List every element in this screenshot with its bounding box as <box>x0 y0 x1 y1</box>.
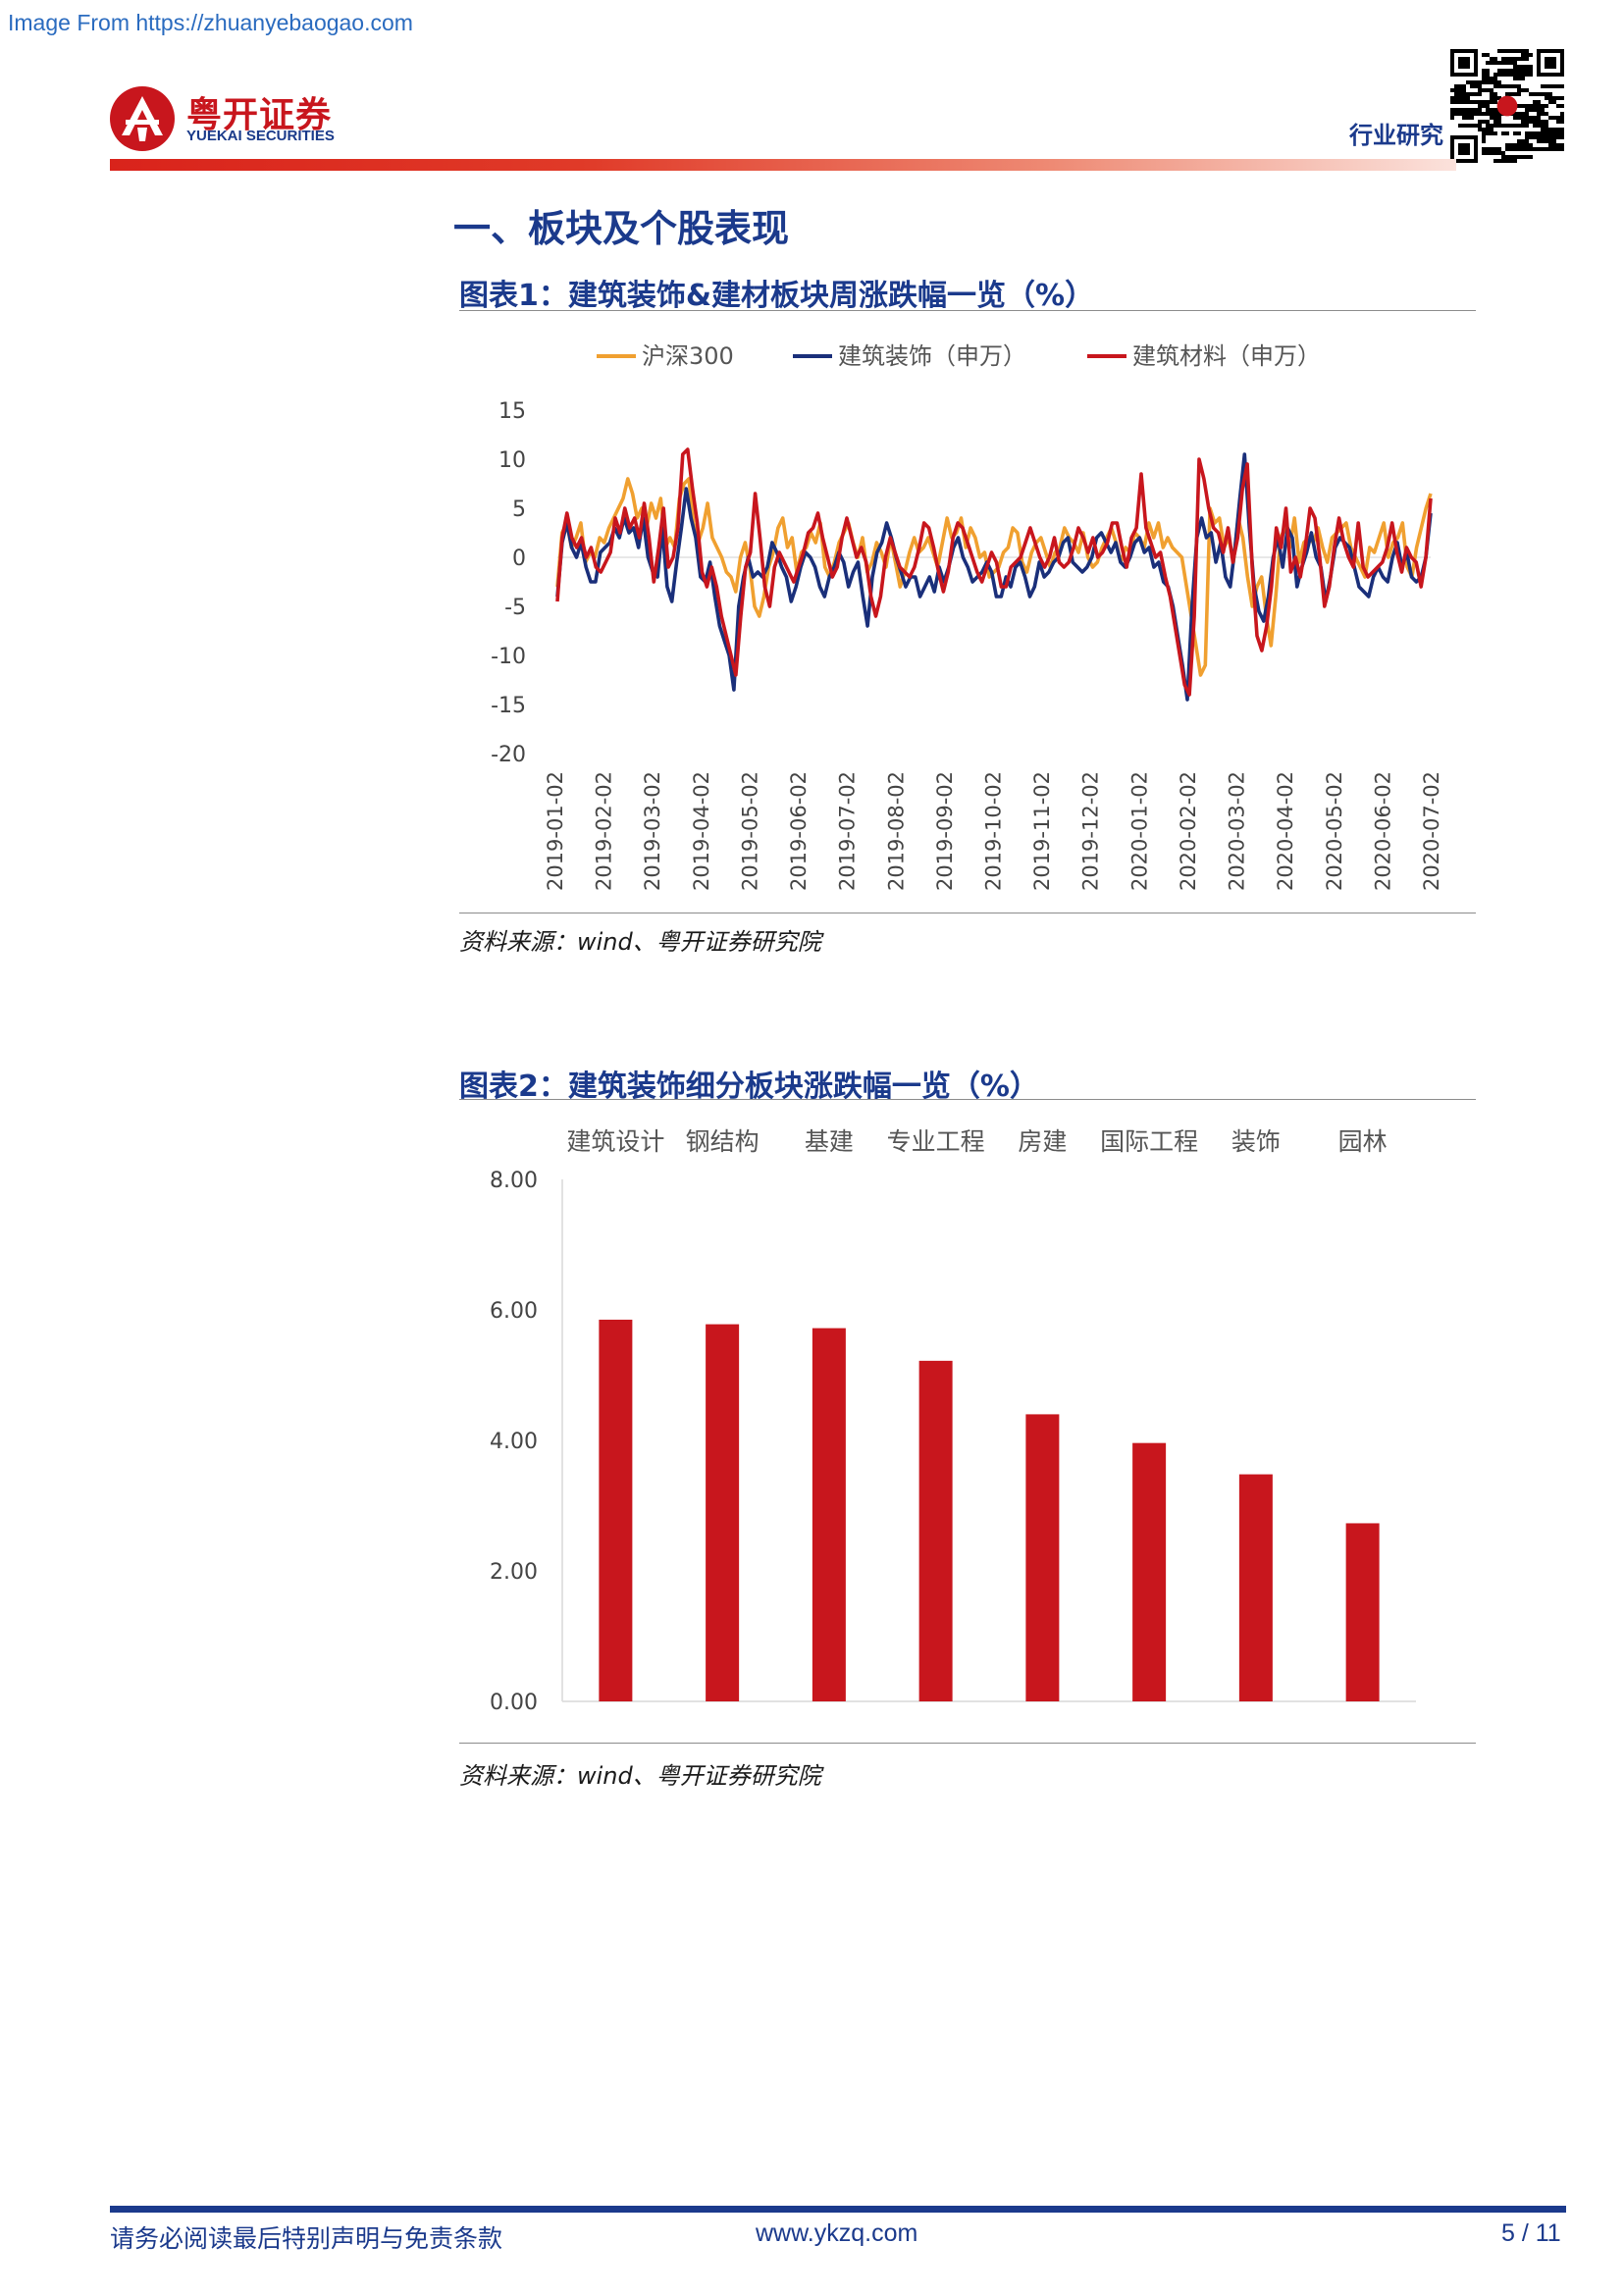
category-label: 国际工程 <box>1100 1127 1198 1156</box>
category-label: 专业工程 <box>887 1127 985 1156</box>
x-tick-label: 2019-08-02 <box>884 771 908 891</box>
bar-2 <box>812 1328 846 1701</box>
y-tick-label: 2.00 <box>490 1560 538 1585</box>
category-label: 基建 <box>805 1127 854 1156</box>
category-label: 钢结构 <box>686 1127 760 1156</box>
x-tick-label: 2020-01-02 <box>1127 771 1151 891</box>
y-tick-label: 15 <box>498 399 526 424</box>
x-tick-label: 2019-07-02 <box>836 771 860 891</box>
x-tick-label: 2020-03-02 <box>1226 771 1249 891</box>
figure2-title: 图表2：建筑装饰细分板块涨跌幅一览（%） <box>459 1070 1039 1104</box>
y-tick-label: 4.00 <box>490 1430 538 1454</box>
y-tick-label: 0 <box>512 547 526 571</box>
y-tick-label: -5 <box>504 596 526 620</box>
logo-chinese-name: 粤开证券 <box>186 95 333 135</box>
figure2-top-rule <box>459 1099 1476 1100</box>
figure1-title: 图表1：建筑装饰&建材板块周涨跌幅一览（%） <box>459 279 1095 313</box>
footer-disclaimer: 请务必阅读最后特别声明与免责条款 <box>110 2224 503 2253</box>
x-tick-label: 2020-06-02 <box>1371 771 1394 891</box>
bar-0 <box>599 1319 633 1701</box>
x-tick-label: 2019-11-02 <box>1030 771 1054 891</box>
category-label: 房建 <box>1018 1127 1067 1156</box>
figure1-line-chart: 沪深300 建筑装饰（申万） 建筑材料（申万） 15 10 5 0 -5 -10 -15 -20 20… <box>491 342 1443 891</box>
bar-7 <box>1345 1523 1380 1701</box>
bar-3 <box>918 1360 953 1701</box>
bar-5 <box>1132 1442 1167 1701</box>
yuekai-logo-icon <box>110 86 175 151</box>
figure1-source: 资料来源：wind、粤开证券研究院 <box>459 928 821 956</box>
x-tick-label: 2019-04-02 <box>690 771 713 891</box>
y-tick-label: 0.00 <box>490 1691 538 1715</box>
x-tick-label: 2020-05-02 <box>1323 771 1346 891</box>
x-tick-label: 2019-12-02 <box>1079 771 1103 891</box>
x-tick-label: 2019-06-02 <box>787 771 811 891</box>
y-tick-label: -15 <box>491 694 526 718</box>
y-tick-label: -20 <box>491 743 526 767</box>
section-title: 一、板块及个股表现 <box>453 207 790 250</box>
legend-label-2: 建筑材料（申万） <box>1132 342 1321 370</box>
x-tick-label: 2020-07-02 <box>1420 771 1443 891</box>
page-number: 5 / 11 <box>1501 2219 1561 2247</box>
x-tick-label: 2020-02-02 <box>1177 771 1200 891</box>
x-tick-label: 2019-01-02 <box>544 771 567 891</box>
header-gradient-bar <box>110 159 1456 171</box>
logo-english-name: YUEKAI SECURITIES <box>186 128 335 144</box>
x-tick-label: 2019-10-02 <box>982 771 1006 891</box>
x-tick-label: 2020-04-02 <box>1274 771 1297 891</box>
x-tick-label: 2019-02-02 <box>593 771 616 891</box>
category-label: 园林 <box>1338 1127 1388 1156</box>
x-tick-label: 2019-05-02 <box>738 771 761 891</box>
report-category-label: 行业研究 <box>1349 122 1443 149</box>
category-label: 装饰 <box>1231 1127 1281 1156</box>
series-line-2 <box>555 447 1433 697</box>
footer-website-link[interactable]: www.ykzq.com <box>756 2219 918 2247</box>
y-tick-label: 10 <box>498 448 526 473</box>
watermark-text: Image From https://zhuanyebaogao.com <box>8 10 413 35</box>
y-tick-label: -10 <box>491 645 526 669</box>
figure1-top-rule <box>459 310 1476 311</box>
bar-6 <box>1238 1474 1273 1701</box>
x-tick-label: 2019-03-02 <box>641 771 664 891</box>
legend-label-0: 沪深300 <box>642 342 734 370</box>
y-tick-label: 6.00 <box>490 1299 538 1324</box>
y-tick-label: 5 <box>512 497 526 522</box>
qr-code-icon <box>1450 49 1564 163</box>
footer-bar <box>110 2206 1566 2213</box>
bar-1 <box>706 1324 740 1701</box>
legend-label-1: 建筑装饰（申万） <box>838 342 1026 370</box>
figure2-bar-chart: 8.00 6.00 4.00 2.00 0.00 建筑设计 钢结构 基建 专业工程 房建 国际工程 装… <box>490 1127 1416 1715</box>
y-tick-label: 8.00 <box>490 1169 538 1193</box>
figure2-bottom-rule <box>459 1743 1476 1744</box>
bar-4 <box>1025 1414 1060 1701</box>
x-tick-label: 2019-09-02 <box>933 771 957 891</box>
category-label: 建筑设计 <box>566 1127 664 1156</box>
figure2-source: 资料来源：wind、粤开证券研究院 <box>459 1762 821 1790</box>
